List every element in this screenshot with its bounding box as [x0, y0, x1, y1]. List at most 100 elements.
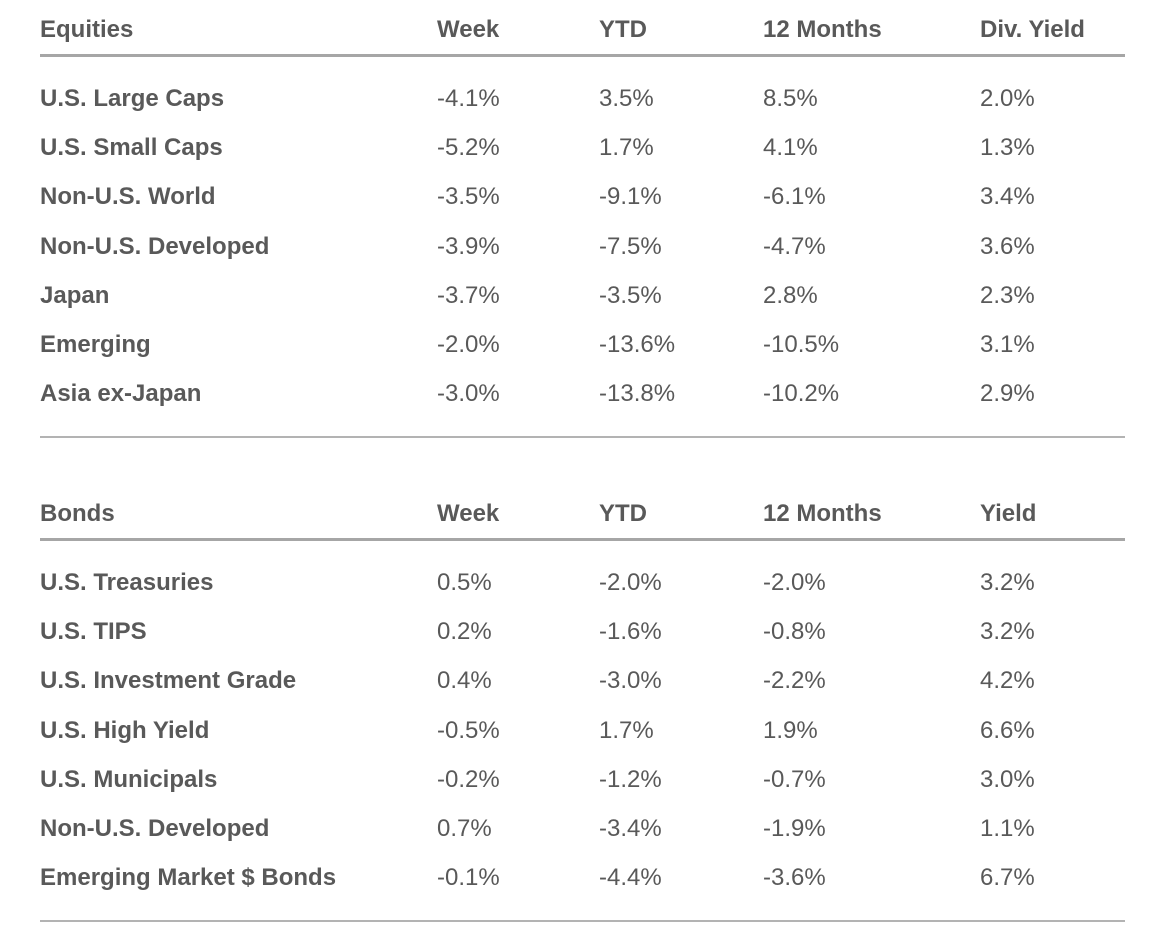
row-name: Emerging Market $ Bonds: [40, 864, 337, 892]
row-week: 0.5%: [437, 569, 492, 596]
row-yield: 3.6%: [980, 232, 1035, 260]
table-row: Non-U.S. Developed 0.7% -3.4% -1.9% 1.1%: [40, 805, 1125, 854]
row-12-months: 4.1%: [763, 134, 818, 162]
row-12-months: -2.0%: [763, 569, 826, 596]
row-yield: 3.2%: [980, 569, 1035, 596]
row-name: Japan: [40, 281, 110, 309]
equities-table: Equities Week YTD 12 Months Div. Yield U…: [40, 0, 1125, 438]
row-week: -0.5%: [437, 716, 500, 744]
row-yield: 3.4%: [980, 183, 1035, 211]
row-ytd: -4.4%: [599, 864, 662, 892]
row-yield: 1.3%: [980, 134, 1035, 162]
row-name: Non-U.S. Developed: [40, 232, 270, 260]
bonds-header-yield: Yield: [980, 500, 1037, 527]
bonds-header-row: Bonds Week YTD 12 Months Yield: [40, 484, 1125, 541]
row-yield: 3.0%: [980, 765, 1035, 793]
row-ytd: -3.4%: [599, 814, 662, 842]
row-week: -3.9%: [437, 232, 500, 260]
equities-header-week: Week: [437, 16, 500, 43]
row-ytd: -1.6%: [599, 618, 662, 646]
row-week: -3.5%: [437, 183, 500, 211]
row-week: -5.2%: [437, 134, 500, 162]
table-row: Emerging -2.0% -13.6% -10.5% 3.1%: [40, 321, 1125, 370]
row-ytd: -3.5%: [599, 281, 662, 309]
bonds-bottom-divider: [40, 920, 1125, 922]
bonds-header-name: Bonds: [40, 500, 115, 527]
bonds-header-ytd: YTD: [599, 500, 647, 527]
row-yield: 3.2%: [980, 618, 1035, 646]
row-yield: 4.2%: [980, 667, 1035, 695]
row-yield: 2.0%: [980, 85, 1035, 112]
row-name: Non-U.S. World: [40, 183, 216, 211]
equities-header-name: Equities: [40, 16, 134, 43]
row-week: 0.4%: [437, 667, 492, 695]
row-week: -4.1%: [437, 85, 500, 112]
table-row: Japan -3.7% -3.5% 2.8% 2.3%: [40, 272, 1125, 321]
row-week: -3.0%: [437, 380, 500, 408]
equities-header-ytd: YTD: [599, 16, 647, 43]
row-ytd: -2.0%: [599, 569, 662, 596]
equities-header-12-months: 12 Months: [763, 16, 882, 43]
table-row: Emerging Market $ Bonds -0.1% -4.4% -3.6…: [40, 854, 1125, 903]
row-12-months: -10.5%: [763, 330, 840, 358]
row-yield: 6.7%: [980, 864, 1035, 892]
row-12-months: 1.9%: [763, 716, 818, 744]
row-12-months: 2.8%: [763, 281, 818, 309]
table-row: U.S. TIPS 0.2% -1.6% -0.8% 3.2%: [40, 608, 1125, 657]
row-name: Emerging: [40, 330, 151, 358]
row-name: U.S. Small Caps: [40, 134, 223, 162]
row-12-months: -0.7%: [763, 765, 826, 793]
bonds-header-week: Week: [437, 500, 500, 527]
row-name: U.S. TIPS: [40, 618, 147, 646]
row-ytd: -1.2%: [599, 765, 662, 793]
table-row: U.S. Investment Grade 0.4% -3.0% -2.2% 4…: [40, 657, 1125, 706]
row-ytd: -13.8%: [599, 380, 676, 408]
row-ytd: -13.6%: [599, 330, 676, 358]
row-name: U.S. Large Caps: [40, 85, 225, 112]
row-12-months: -1.9%: [763, 814, 826, 842]
row-ytd: 1.7%: [599, 134, 654, 162]
row-yield: 2.3%: [980, 281, 1035, 309]
row-12-months: 8.5%: [763, 85, 818, 112]
row-ytd: -7.5%: [599, 232, 662, 260]
row-yield: 6.6%: [980, 716, 1035, 744]
row-12-months: -0.8%: [763, 618, 826, 646]
row-name: U.S. Treasuries: [40, 569, 214, 596]
row-name: Non-U.S. Developed: [40, 814, 270, 842]
row-name: Asia ex-Japan: [40, 380, 202, 408]
row-yield: 2.9%: [980, 380, 1035, 408]
equities-header-div-yield: Div. Yield: [980, 16, 1085, 43]
bonds-table: Bonds Week YTD 12 Months Yield U.S. Trea…: [40, 484, 1125, 922]
row-12-months: -10.2%: [763, 380, 840, 408]
table-row: Asia ex-Japan -3.0% -13.8% -10.2% 2.9%: [40, 370, 1125, 419]
table-row: Non-U.S. Developed -3.9% -7.5% -4.7% 3.6…: [40, 223, 1125, 272]
row-week: 0.2%: [437, 618, 492, 646]
row-ytd: -3.0%: [599, 667, 662, 695]
table-row: U.S. Small Caps -5.2% 1.7% 4.1% 1.3%: [40, 124, 1125, 173]
row-ytd: 1.7%: [599, 716, 654, 744]
row-week: -2.0%: [437, 330, 500, 358]
equities-header-row: Equities Week YTD 12 Months Div. Yield: [40, 0, 1125, 57]
row-name: U.S. Municipals: [40, 765, 218, 793]
equities-bottom-divider: [40, 436, 1125, 438]
table-row: U.S. Municipals -0.2% -1.2% -0.7% 3.0%: [40, 756, 1125, 805]
table-row: Non-U.S. World -3.5% -9.1% -6.1% 3.4%: [40, 173, 1125, 222]
row-week: -0.1%: [437, 864, 500, 892]
row-name: U.S. Investment Grade: [40, 667, 297, 695]
row-week: -0.2%: [437, 765, 500, 793]
table-row: U.S. Treasuries 0.5% -2.0% -2.0% 3.2%: [40, 559, 1125, 608]
row-yield: 1.1%: [980, 814, 1035, 842]
row-ytd: -9.1%: [599, 183, 662, 211]
row-week: 0.7%: [437, 814, 492, 842]
row-yield: 3.1%: [980, 330, 1035, 358]
row-name: U.S. High Yield: [40, 716, 210, 744]
equities-rows: U.S. Large Caps -4.1% 3.5% 8.5% 2.0% U.S…: [40, 57, 1125, 419]
row-12-months: -3.6%: [763, 864, 826, 892]
table-row: U.S. Large Caps -4.1% 3.5% 8.5% 2.0%: [40, 75, 1125, 124]
row-12-months: -4.7%: [763, 232, 826, 260]
table-row: U.S. High Yield -0.5% 1.7% 1.9% 6.6%: [40, 707, 1125, 756]
bonds-rows: U.S. Treasuries 0.5% -2.0% -2.0% 3.2% U.…: [40, 541, 1125, 903]
row-12-months: -6.1%: [763, 183, 826, 211]
row-12-months: -2.2%: [763, 667, 826, 695]
row-ytd: 3.5%: [599, 85, 654, 112]
